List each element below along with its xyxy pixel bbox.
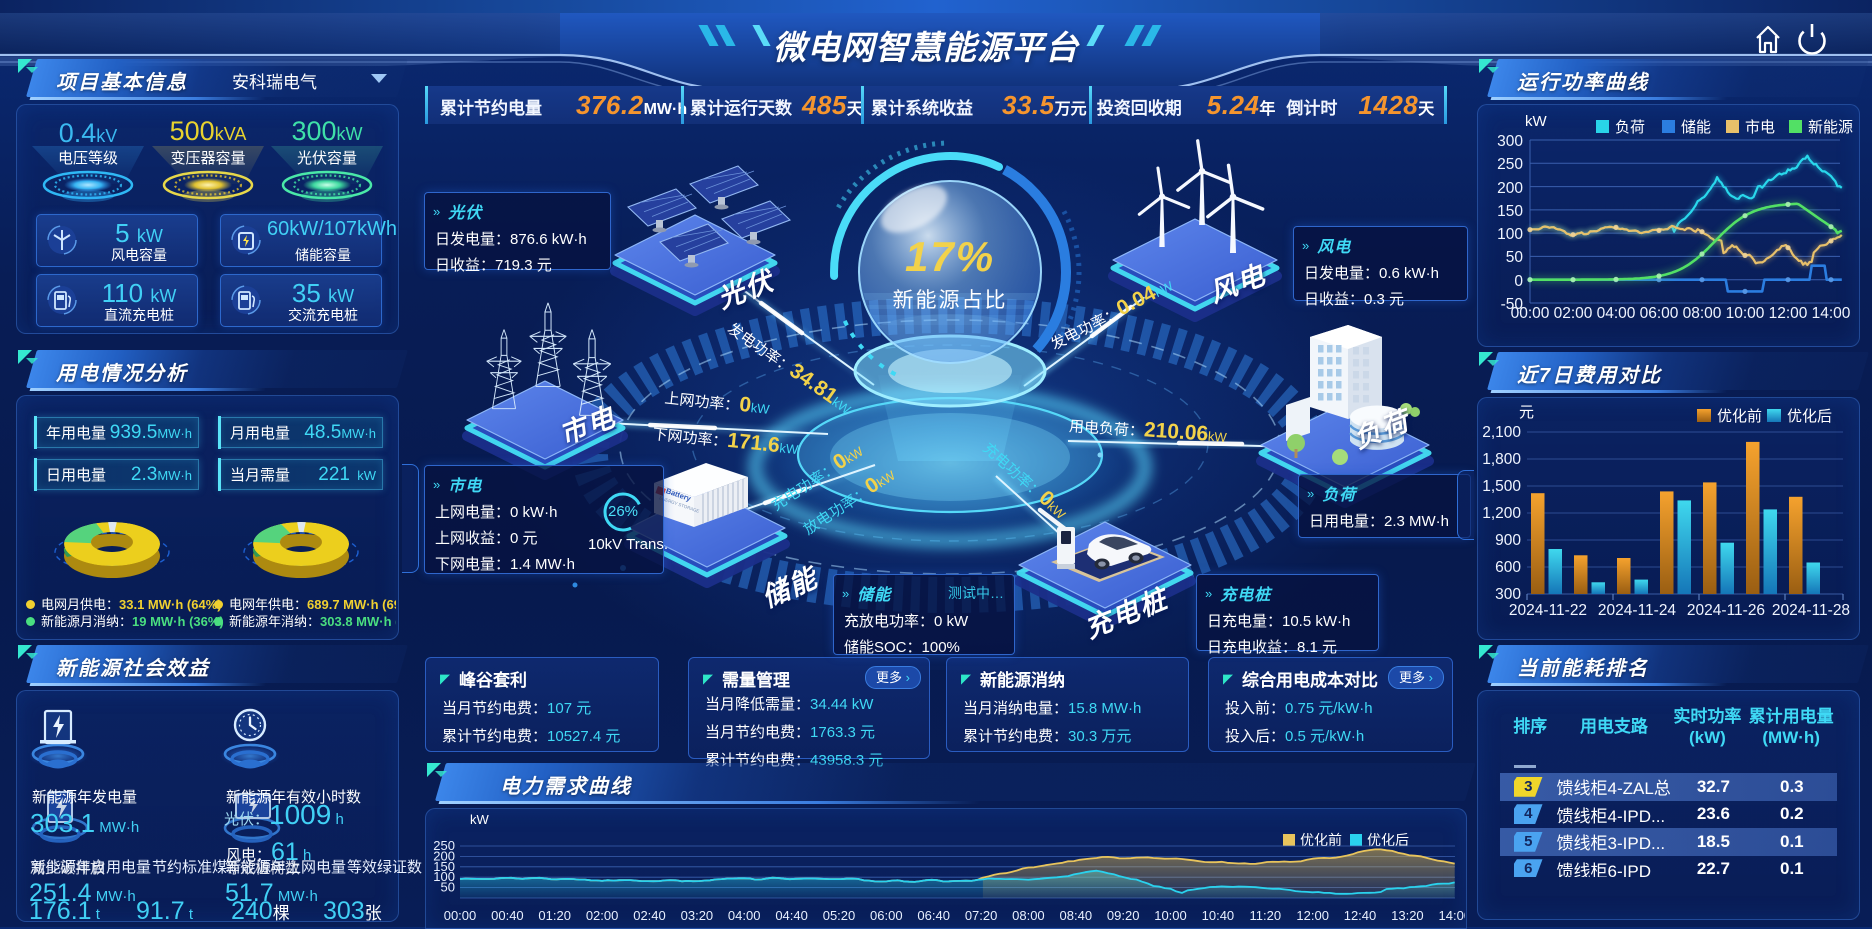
svg-text:储能: 储能 [1681,119,1711,136]
svg-text:优化后: 优化后 [1367,832,1409,848]
svg-text:03:20: 03:20 [681,908,714,923]
svg-text:250: 250 [433,838,455,853]
svg-text:09:20: 09:20 [1107,908,1140,923]
svg-text:市电: 市电 [1745,119,1775,136]
svg-text:00:00: 00:00 [444,908,477,923]
svg-text:13:20: 13:20 [1391,908,1424,923]
svg-text:优化前: 优化前 [1300,832,1342,848]
svg-text:200: 200 [433,848,455,863]
svg-text:kW: kW [470,812,490,827]
svg-text:100: 100 [433,869,455,884]
svg-text:2024-11-24: 2024-11-24 [1598,602,1677,619]
svg-text:11:20: 11:20 [1250,908,1282,923]
svg-text:2,100: 2,100 [1482,424,1521,441]
svg-text:300: 300 [1497,133,1523,150]
svg-text:08:00: 08:00 [1012,908,1045,923]
svg-text:0: 0 [1514,273,1523,290]
svg-text:05:20: 05:20 [823,908,856,923]
svg-text:100: 100 [1497,226,1523,243]
svg-text:200: 200 [1497,180,1523,197]
svg-text:1,500: 1,500 [1482,478,1521,495]
svg-text:02:40: 02:40 [633,908,666,923]
svg-text:300: 300 [1495,586,1521,603]
svg-text:14:00: 14:00 [1439,908,1465,923]
svg-text:900: 900 [1495,532,1521,549]
svg-text:600: 600 [1495,559,1521,576]
svg-text:10:40: 10:40 [1202,908,1235,923]
svg-text:250: 250 [1497,156,1523,173]
svg-text:kW: kW [1525,113,1548,130]
svg-text:元: 元 [1519,404,1534,421]
svg-text:优化前: 优化前 [1717,408,1762,425]
svg-text:新能源: 新能源 [1808,119,1853,136]
svg-text:2024-11-28: 2024-11-28 [1772,602,1850,619]
svg-text:07:20: 07:20 [965,908,998,923]
svg-text:14:00: 14:00 [1812,305,1851,322]
svg-text:00:40: 00:40 [491,908,524,923]
svg-text:150: 150 [1497,203,1523,220]
svg-text:06:00: 06:00 [1640,305,1679,322]
svg-text:12:00: 12:00 [1296,908,1329,923]
svg-text:50: 50 [1506,249,1524,266]
svg-text:-50: -50 [1501,296,1524,313]
svg-text:2024-11-26: 2024-11-26 [1687,602,1765,619]
svg-text:10:00: 10:00 [1154,908,1187,923]
svg-text:04:00: 04:00 [728,908,761,923]
svg-text:12:00: 12:00 [1769,305,1808,322]
svg-text:06:40: 06:40 [917,908,950,923]
svg-text:150: 150 [433,859,455,874]
svg-text:1,200: 1,200 [1482,505,1521,522]
svg-text:50: 50 [441,880,455,895]
svg-text:1,800: 1,800 [1482,451,1521,468]
svg-text:04:40: 04:40 [775,908,808,923]
svg-text:12:40: 12:40 [1344,908,1377,923]
svg-text:2024-11-22: 2024-11-22 [1509,602,1587,619]
svg-text:08:40: 08:40 [1060,908,1093,923]
svg-text:负荷: 负荷 [1615,119,1645,136]
svg-text:08:00: 08:00 [1683,305,1722,322]
svg-text:优化后: 优化后 [1787,408,1832,425]
svg-text:10:00: 10:00 [1726,305,1765,322]
svg-text:04:00: 04:00 [1597,305,1636,322]
svg-text:06:00: 06:00 [870,908,903,923]
svg-text:02:00: 02:00 [1554,305,1593,322]
svg-text:00:00: 00:00 [1511,305,1550,322]
svg-text:01:20: 01:20 [538,908,571,923]
svg-text:02:00: 02:00 [586,908,619,923]
